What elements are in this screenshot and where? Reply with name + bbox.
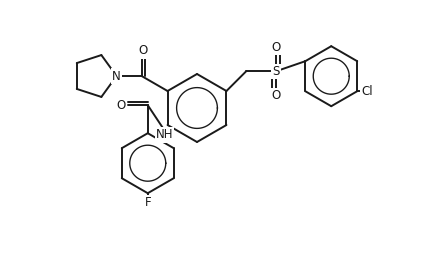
Text: Cl: Cl [361,85,373,98]
Text: NH: NH [156,128,173,141]
Text: O: O [272,89,281,102]
Text: O: O [138,44,147,58]
Text: O: O [116,99,125,112]
Text: S: S [273,65,280,78]
Text: O: O [272,41,281,54]
Text: N: N [112,69,121,83]
Text: F: F [144,196,151,209]
